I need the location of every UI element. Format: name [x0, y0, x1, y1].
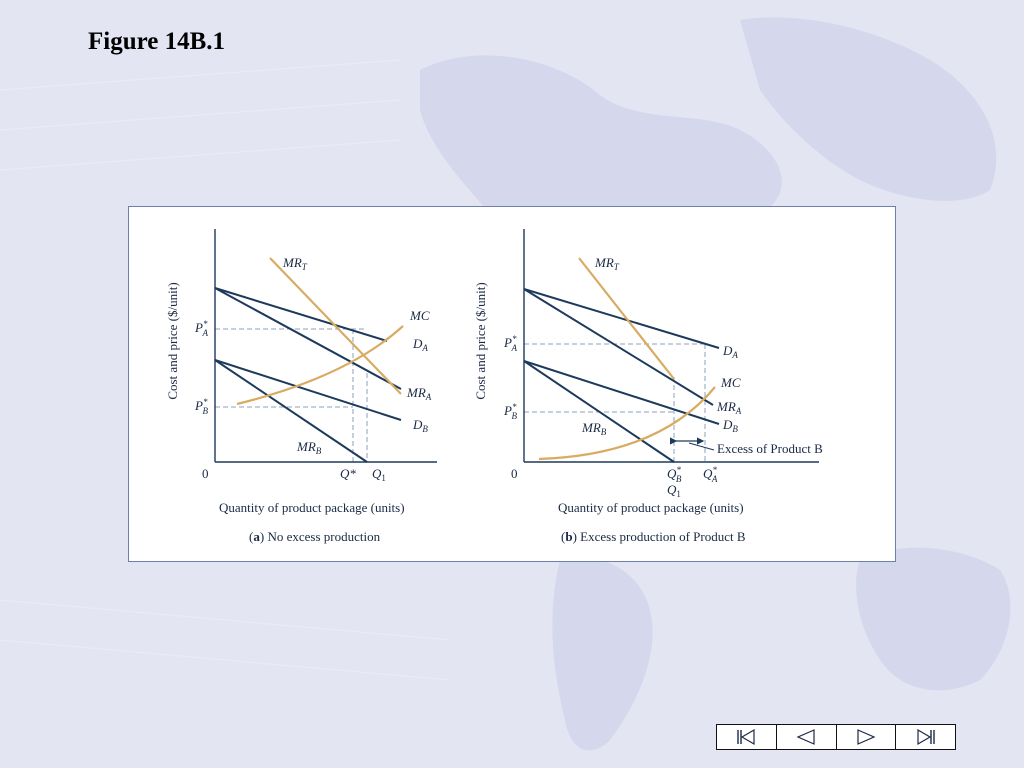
panel-b-pb-label: P* B: [503, 402, 517, 421]
panel-b-mc-curve: [538, 386, 716, 461]
panel-b-mra-label: MRA: [716, 399, 742, 416]
panel-a-mra-line: [214, 287, 402, 390]
panel-b-y-axis-label: Cost and price ($/unit): [473, 282, 488, 399]
panel-b-annotation: Excess of Product B: [717, 441, 823, 456]
panel-a-caption: (a) No excess production: [249, 529, 381, 544]
panel-b-da-line: [523, 288, 720, 349]
last-slide-button[interactable]: [896, 725, 955, 749]
panel-b-qa-label: Q* A: [703, 465, 718, 484]
panel-b-x-axis-label: Quantity of product package (units): [558, 500, 744, 515]
panel-a-y-axis-label: Cost and price ($/unit): [165, 282, 180, 399]
panel-a-db-label: DB: [412, 417, 428, 434]
panel-a-x-axis-label: Quantity of product package (units): [219, 500, 405, 515]
slide-navigation: [716, 724, 956, 750]
panel-b-qb-label: Q* B: [667, 465, 682, 484]
panel-b-db-line: [523, 360, 720, 425]
figure-panel: MRT MC DA MRA DB MRB P* A P* B 0 Q* Q1 Cos…: [128, 206, 896, 562]
panel-b-da-label: DA: [722, 343, 738, 360]
figure-svg: MRT MC DA MRA DB MRB P* A P* B 0 Q* Q1 Cos…: [165, 229, 823, 544]
panel-b-mrt-curve: [578, 257, 675, 380]
panel-a-mrt-label: MRT: [282, 255, 308, 272]
panel-a-db-line: [214, 359, 402, 421]
slide-title: Figure 14B.1: [88, 28, 226, 55]
previous-slide-icon: [796, 729, 815, 745]
panel-b-annotation-leader: [688, 442, 715, 451]
panel-b-caption: (b) Excess production of Product B: [561, 529, 746, 544]
panel-a-da-label: DA: [412, 336, 428, 353]
panel-a-da-line: [214, 287, 388, 342]
panel-b-mrb-label: MRB: [581, 420, 607, 437]
panel-a-mc-curve: [236, 325, 404, 406]
panel-a-pb-label: P* B: [194, 397, 208, 416]
last-slide-icon: [917, 728, 935, 746]
previous-slide-button[interactable]: [776, 725, 837, 749]
panel-b-mrb-line: [523, 360, 675, 463]
panel-b-mrt-label: MRT: [594, 255, 620, 272]
next-slide-icon: [857, 729, 876, 745]
panel-a-qstar-label: Q*: [340, 466, 356, 481]
panel-a: MRT MC DA MRA DB MRB P* A P* B 0 Q* Q1 Cos…: [165, 229, 437, 544]
panel-a-mrb-line: [214, 359, 368, 463]
first-slide-button[interactable]: [717, 725, 777, 749]
panel-a-mra-label: MRA: [406, 385, 432, 402]
panel-a-mrt-curve: [269, 257, 402, 395]
panel-b-q1-label: Q1: [667, 482, 681, 499]
next-slide-button[interactable]: [836, 725, 897, 749]
panel-a-mc-label: MC: [409, 308, 430, 323]
panel-b-origin-label: 0: [511, 466, 518, 481]
panel-a-pa-label: P* A: [194, 319, 208, 338]
panel-b-mra-line: [523, 288, 714, 406]
first-slide-icon: [737, 728, 755, 746]
panel-a-q1-label: Q1: [372, 466, 386, 483]
panel-a-mrb-label: MRB: [296, 439, 322, 456]
panel-b-mc-label: MC: [720, 375, 741, 390]
panel-b-pa-label: P* A: [503, 334, 517, 353]
panel-a-origin-label: 0: [202, 466, 209, 481]
panel-b: MRT DA MC MRA DB MRB Excess of Product B…: [473, 229, 823, 544]
panel-b-db-label: DB: [722, 417, 738, 434]
